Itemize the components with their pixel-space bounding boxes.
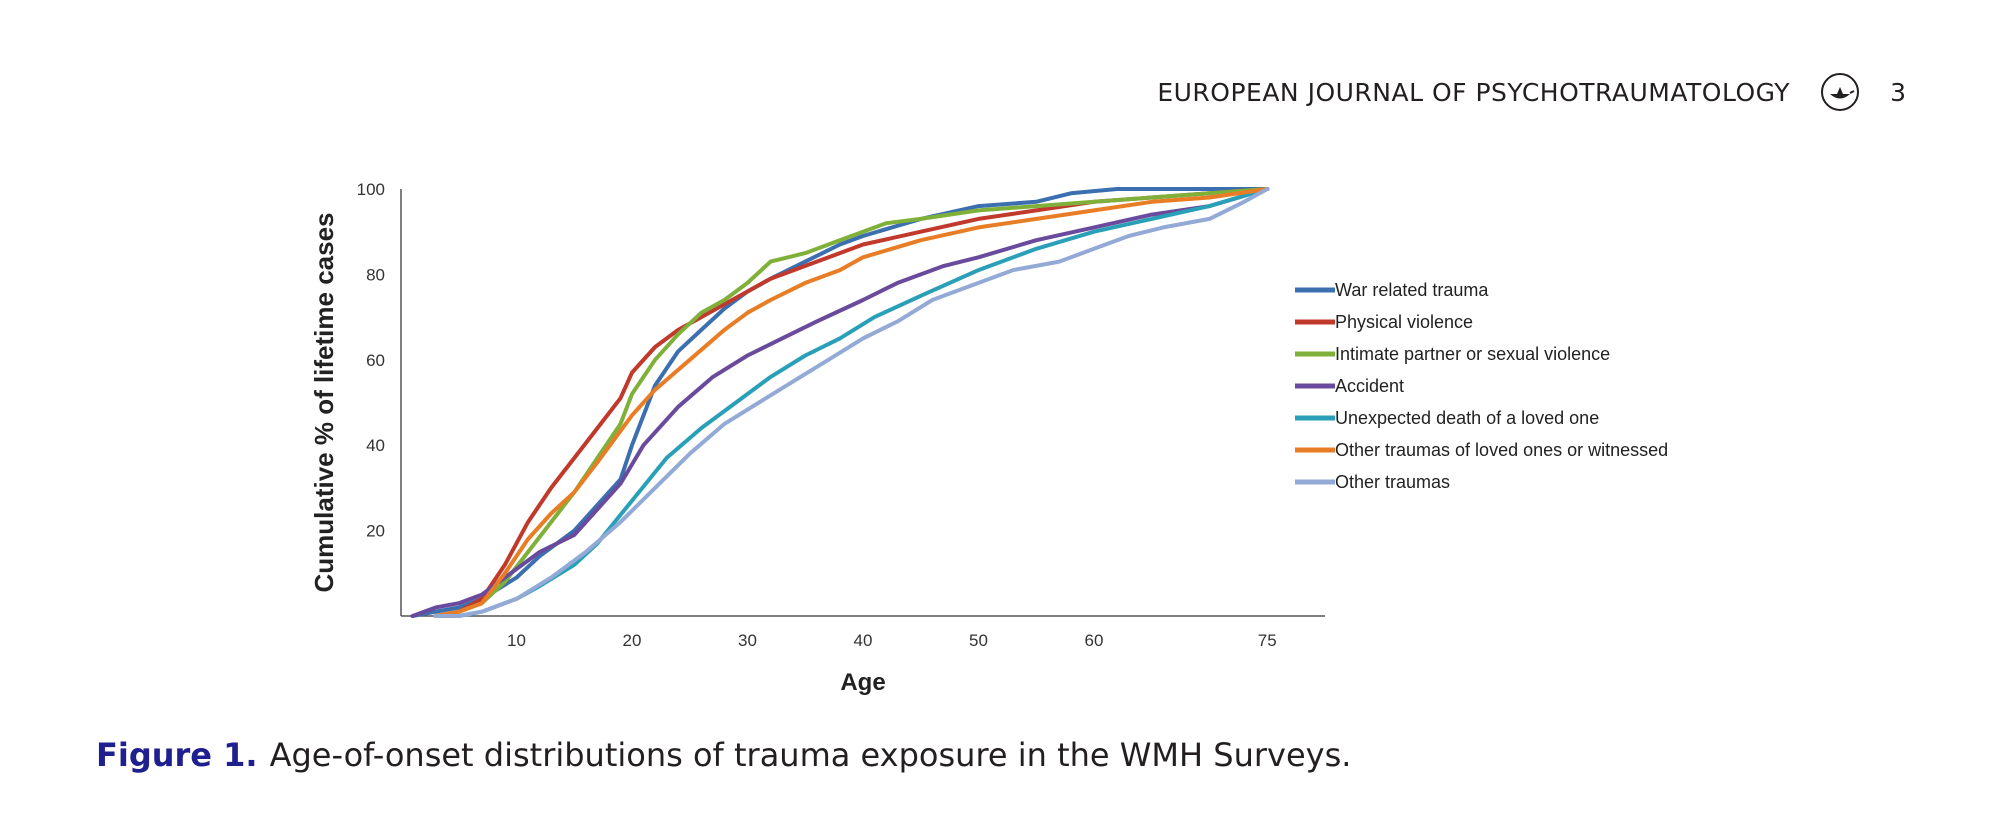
series-line (410, 187, 1270, 618)
legend-label: Other traumas of loved ones or witnessed (1335, 440, 1668, 460)
chart-axes: 10 20 30 40 50 60 75 20 40 60 80 100 (357, 180, 1325, 650)
x-tick-label: 75 (1258, 631, 1277, 650)
x-tick-label: 30 (738, 631, 757, 650)
y-tick-label: 80 (366, 265, 385, 284)
legend-label: Intimate partner or sexual violence (1335, 344, 1610, 364)
y-tick-label: 20 (366, 522, 385, 541)
y-tick-label: 100 (357, 180, 385, 199)
x-tick-label: 20 (623, 631, 642, 650)
legend-label: Other traumas (1335, 472, 1450, 492)
y-tick-label: 40 (366, 436, 385, 455)
series-line (433, 187, 1270, 618)
x-tick-label: 60 (1085, 631, 1104, 650)
line-chart: 10 20 30 40 50 60 75 20 40 60 80 100 War related tr… (309, 180, 1668, 696)
running-head: EUROPEAN JOURNAL OF PSYCHOTRAUMATOLOGY 3 (1157, 72, 1906, 112)
legend-label: Physical violence (1335, 312, 1473, 332)
chart-series-lines (410, 187, 1270, 618)
chart-legend: War related trauma Physical violence Intim… (1295, 280, 1668, 492)
legend-label: War related trauma (1335, 280, 1489, 300)
y-axis-title: Cumulative % of lifetime cases (309, 212, 339, 592)
legend-label: Unexpected death of a loved one (1335, 408, 1599, 428)
series-line (433, 187, 1270, 618)
series-line (433, 187, 1270, 618)
figure-caption: Figure 1. Age-of-onset distributions of t… (96, 736, 1351, 774)
series-line (433, 187, 1270, 618)
x-tick-label: 50 (969, 631, 988, 650)
series-line (433, 187, 1270, 618)
journal-name: EUROPEAN JOURNAL OF PSYCHOTRAUMATOLOGY (1157, 77, 1791, 107)
series-line (410, 187, 1270, 618)
x-axis-title: Age (840, 669, 885, 696)
lamp-logo-icon (1821, 73, 1860, 111)
caption-text: Age-of-onset distributions of trauma exp… (269, 736, 1352, 774)
y-tick-label: 60 (366, 351, 385, 370)
page-number: 3 (1890, 77, 1906, 107)
x-tick-label: 10 (507, 631, 526, 650)
x-tick-label: 40 (854, 631, 873, 650)
legend-label: Accident (1335, 376, 1404, 396)
figure-label: Figure 1. (96, 736, 258, 774)
